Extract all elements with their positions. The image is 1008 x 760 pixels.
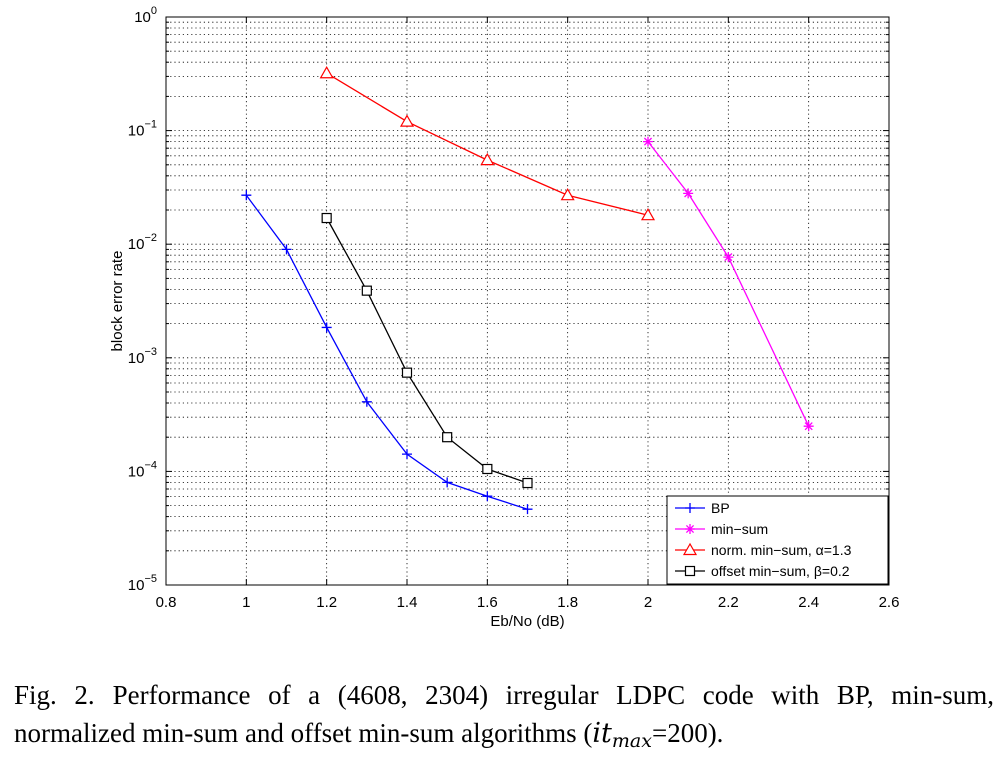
caption-math: itmax [592, 718, 652, 752]
series-triangle [319, 66, 656, 221]
marker-triangle [399, 114, 415, 127]
x-tick-label: 1 [242, 594, 250, 611]
marker-plus [402, 449, 412, 460]
figure-caption: Fig. 2. Performance of a (4608, 2304) irr… [14, 676, 994, 760]
caption-label: Fig. 2. [14, 680, 95, 710]
legend-label: offset min−sum, β=0.2 [711, 563, 850, 579]
chart-series [241, 66, 814, 515]
marker-triangle [682, 542, 698, 556]
marker-plus [442, 477, 453, 488]
marker-triangle [640, 207, 656, 221]
marker-square [522, 477, 533, 489]
marker-star [683, 188, 694, 199]
caption-text-end: =200). [651, 718, 724, 748]
legend-label: BP [711, 500, 730, 516]
marker-square [482, 463, 493, 475]
legend-label: norm. min−sum, α=1.3 [711, 542, 852, 558]
y-axis-label: block error rate [109, 251, 126, 352]
marker-square [361, 285, 372, 296]
series-line [647, 141, 810, 427]
marker-plus [361, 396, 372, 407]
legend-entry: offset min−sum, β=0.2 [675, 563, 850, 579]
marker-square [684, 565, 696, 577]
chart-grid [166, 17, 889, 585]
legend-box [666, 495, 889, 585]
marker-star [685, 524, 695, 534]
marker-plus [685, 503, 695, 513]
marker-plus [241, 190, 252, 201]
x-tick-label: 1.4 [397, 594, 418, 611]
marker-triangle [560, 187, 575, 201]
y-tick-label: 10−3 [128, 346, 157, 367]
x-tick-label: 2.6 [879, 594, 900, 611]
x-tick-label: 2 [644, 594, 652, 611]
series-plus [241, 190, 533, 515]
legend-entry: min−sum [675, 521, 768, 537]
marker-square [401, 367, 413, 378]
caption-math-base: it [592, 718, 612, 749]
series-square [321, 212, 533, 489]
marker-star [643, 136, 653, 147]
marker-star [803, 421, 814, 432]
x-axis-label: Eb/No (dB) [490, 613, 564, 630]
x-tick-label: 1.2 [316, 594, 337, 611]
x-tick-label: 1.8 [557, 594, 578, 611]
axis-tick-labels: 0.8 1 1.2 1.4 1.6 1.8 2 2.2 2.4 2.6 100 10−1 10−2 10−… [128, 5, 900, 611]
legend-entry: norm. min−sum, α=1.3 [675, 542, 852, 558]
x-tick-label: 2.4 [798, 594, 819, 611]
series-line [245, 194, 528, 510]
marker-plus [482, 491, 493, 502]
marker-star [723, 252, 734, 263]
y-tick-label: 100 [134, 5, 157, 26]
caption-math-subscript: max [611, 730, 652, 752]
x-tick-label: 1.6 [477, 594, 498, 611]
x-tick-label: 0.8 [156, 594, 177, 611]
series-star [643, 136, 814, 432]
series-line [326, 217, 528, 484]
y-tick-label: 10−1 [128, 119, 157, 140]
legend-label: min−sum [711, 521, 768, 537]
marker-square [442, 432, 453, 443]
marker-triangle [319, 66, 334, 79]
plot-frame [165, 16, 890, 586]
marker-plus [522, 504, 533, 515]
y-tick-label: 10−4 [128, 459, 157, 480]
chart-legend: BP min−sum norm. min−sum, α=1.3 offset min−… [666, 495, 889, 585]
marker-triangle [480, 152, 495, 166]
legend-entry: BP [675, 500, 730, 516]
marker-square [321, 212, 332, 224]
axis-ticks [165, 16, 890, 586]
caption-text: Performance of a (4608, 2304) irregular … [14, 680, 994, 748]
y-tick-label: 10−2 [128, 232, 157, 253]
x-tick-label: 2.2 [718, 594, 739, 611]
y-tick-label: 10−5 [128, 573, 157, 594]
marker-plus [321, 322, 332, 333]
marker-plus [281, 244, 292, 255]
chart-figure: 0.8 1 1.2 1.4 1.6 1.8 2 2.2 2.4 2.6 100 10−1 10−2 10−… [109, 5, 900, 630]
